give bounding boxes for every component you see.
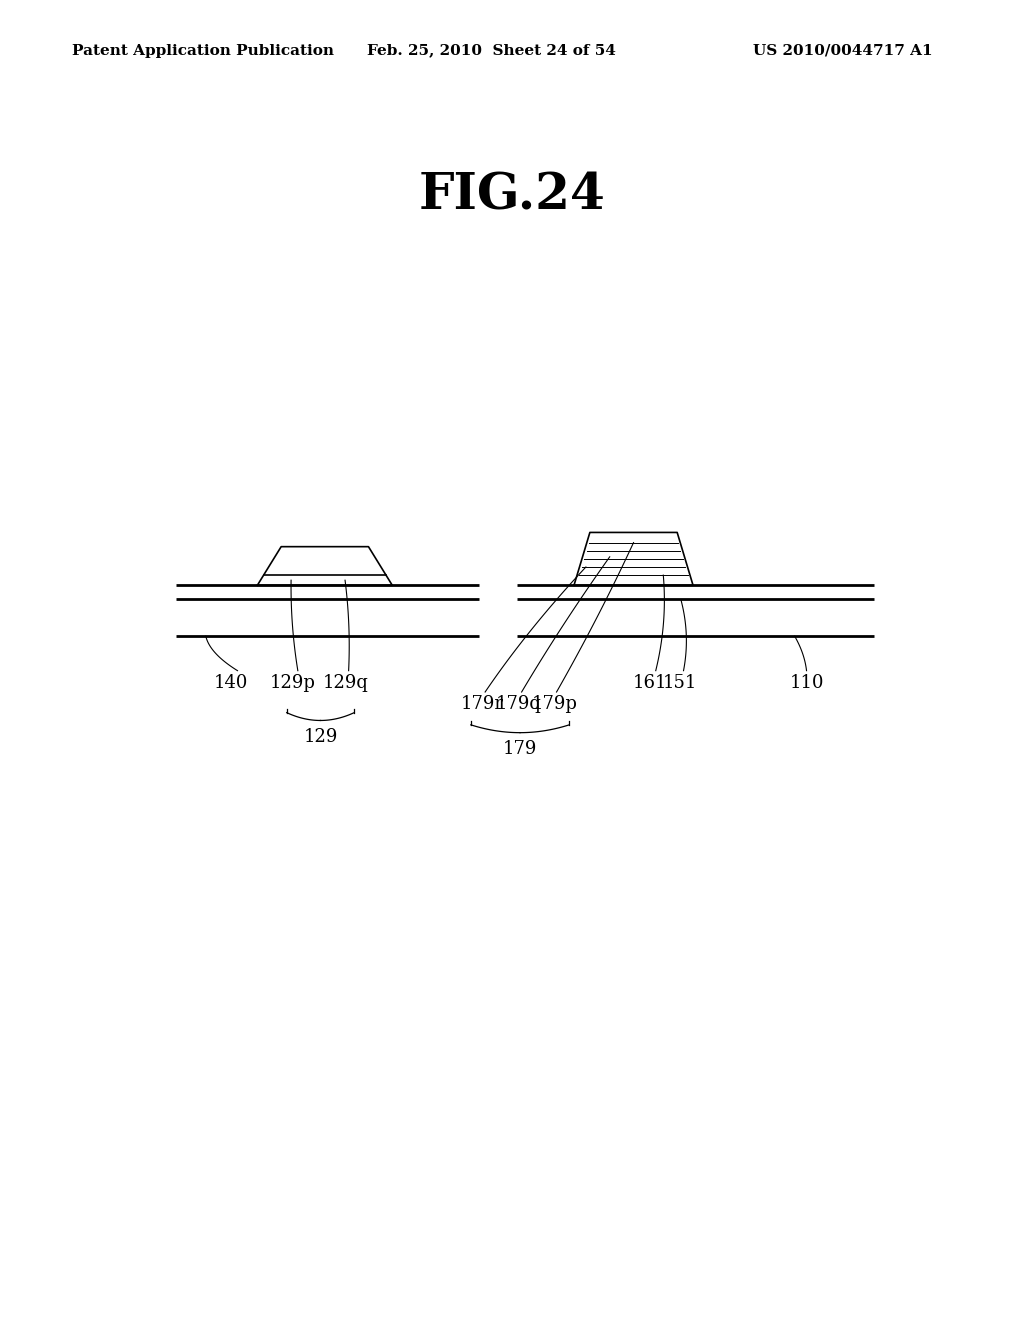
Text: 179: 179: [503, 739, 538, 758]
Text: 179p: 179p: [532, 696, 578, 713]
Text: 129p: 129p: [270, 673, 316, 692]
Text: 151: 151: [663, 673, 696, 692]
Text: US 2010/0044717 A1: US 2010/0044717 A1: [753, 44, 932, 58]
Text: 129: 129: [303, 727, 338, 746]
Text: 140: 140: [214, 673, 249, 692]
Text: 161: 161: [633, 673, 668, 692]
Text: 179q: 179q: [496, 696, 542, 713]
Text: 110: 110: [790, 673, 823, 692]
Text: FIG.24: FIG.24: [419, 172, 605, 220]
Text: Feb. 25, 2010  Sheet 24 of 54: Feb. 25, 2010 Sheet 24 of 54: [367, 44, 615, 58]
Text: 129q: 129q: [323, 673, 369, 692]
Text: Patent Application Publication: Patent Application Publication: [72, 44, 334, 58]
Text: 179r: 179r: [461, 696, 504, 713]
